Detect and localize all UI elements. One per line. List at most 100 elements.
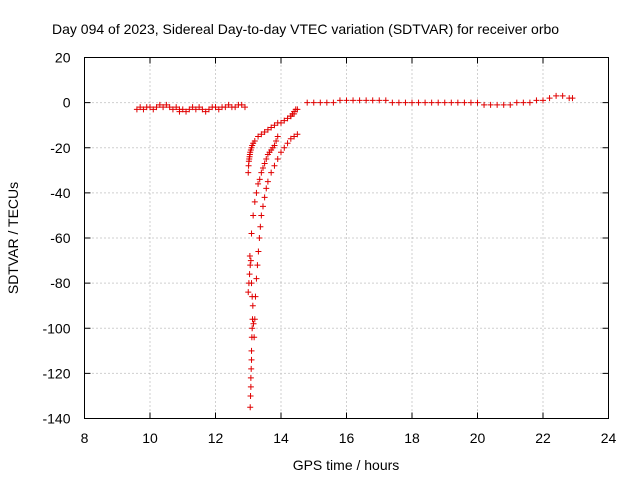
data-point <box>156 101 163 108</box>
data-point <box>273 137 280 144</box>
data-point <box>513 99 520 106</box>
data-point <box>271 162 278 169</box>
data-point <box>147 104 153 111</box>
data-point <box>278 119 284 126</box>
data-point <box>241 104 248 111</box>
data-point <box>153 104 160 111</box>
data-point <box>160 104 167 111</box>
data-point <box>253 275 260 282</box>
data-point <box>271 122 278 129</box>
data-point <box>402 99 409 106</box>
x-tick-label: 18 <box>404 430 420 446</box>
data-point <box>540 97 546 104</box>
y-tick-label: 20 <box>55 50 71 66</box>
data-point <box>252 293 259 300</box>
data-point <box>454 99 461 106</box>
data-point <box>263 156 270 163</box>
series-arc-7 <box>287 106 301 120</box>
y-tick-label: -60 <box>50 230 70 246</box>
data-point <box>559 92 566 99</box>
data-point <box>248 365 255 372</box>
data-point <box>246 253 253 260</box>
data-point <box>261 160 268 167</box>
data-point <box>343 97 350 104</box>
data-point <box>264 178 271 185</box>
data-point <box>258 169 265 176</box>
data-point <box>500 101 507 108</box>
series-arc-8 <box>304 92 576 108</box>
data-point <box>287 135 294 142</box>
x-tick-label: 16 <box>339 430 355 446</box>
data-point <box>435 99 442 106</box>
y-axis-title: SDTVAR / TECUs <box>5 182 21 294</box>
y-tick-label: -120 <box>42 365 70 381</box>
x-tick-label: 14 <box>273 430 289 446</box>
data-point <box>199 106 206 113</box>
y-tick-label: -140 <box>42 411 70 427</box>
data-point <box>253 189 260 196</box>
data-point <box>255 133 262 140</box>
data-point <box>140 106 147 113</box>
data-point <box>249 302 256 309</box>
data-point <box>248 280 255 287</box>
data-point <box>255 180 262 187</box>
data-point <box>323 99 330 106</box>
data-point <box>247 392 254 399</box>
data-point <box>428 99 435 106</box>
y-tick-label: 0 <box>63 95 71 111</box>
series-arc-2 <box>176 101 248 115</box>
data-point <box>415 99 422 106</box>
data-point <box>247 262 254 269</box>
data-point <box>261 194 268 201</box>
data-point <box>254 262 261 269</box>
y-tick-label: -40 <box>50 185 70 201</box>
data-point <box>363 97 370 104</box>
data-point <box>274 133 281 140</box>
data-point <box>268 124 275 131</box>
data-point <box>350 97 357 104</box>
data-point <box>369 97 376 104</box>
data-point <box>166 104 173 111</box>
data-point <box>186 106 193 113</box>
series-arc-4 <box>246 133 281 260</box>
grid-lines <box>84 57 609 419</box>
data-point <box>507 101 514 108</box>
data-point <box>196 104 203 111</box>
data-point <box>263 185 270 192</box>
data-point <box>212 104 219 111</box>
chart-title: Day 094 of 2023, Sidereal Day-to-day VTE… <box>52 21 559 37</box>
data-point <box>268 169 275 176</box>
data-point <box>546 95 553 102</box>
data-point <box>376 97 383 104</box>
data-point <box>474 99 481 106</box>
data-point <box>222 104 229 111</box>
data-point <box>281 117 288 124</box>
data-point <box>249 325 256 332</box>
data-point <box>250 320 257 327</box>
x-tick-label: 24 <box>601 430 617 446</box>
data-point <box>304 99 311 106</box>
data-point <box>183 108 190 115</box>
data-point <box>259 203 266 210</box>
x-tick-label: 8 <box>81 430 89 446</box>
data-point <box>291 133 298 140</box>
data-point <box>481 101 488 108</box>
data-point <box>238 101 245 108</box>
data-point <box>553 92 560 99</box>
data-point <box>294 106 301 113</box>
data-point <box>250 212 257 219</box>
series-arc-5 <box>245 131 301 341</box>
data-points <box>133 92 576 411</box>
data-point <box>264 126 271 133</box>
data-point <box>245 169 252 176</box>
data-point <box>245 289 252 296</box>
data-point <box>192 106 199 113</box>
y-tick-label: -20 <box>50 140 70 156</box>
data-point <box>274 156 281 163</box>
data-point <box>317 99 324 106</box>
data-point <box>461 99 468 106</box>
data-point <box>179 106 186 113</box>
data-point <box>150 106 157 113</box>
data-point <box>294 131 301 138</box>
